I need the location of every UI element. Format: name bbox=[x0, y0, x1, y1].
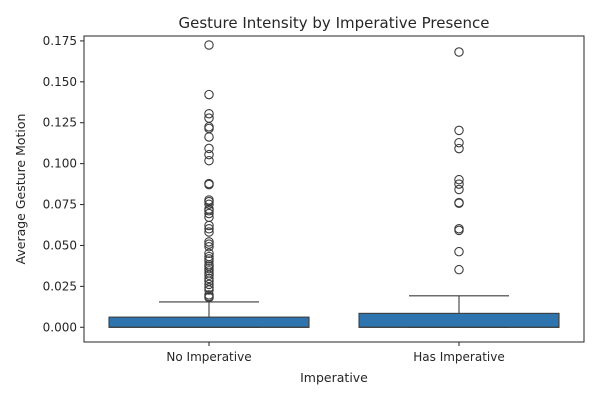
outlier-point bbox=[204, 242, 214, 252]
y-tick-label: 0.125 bbox=[43, 116, 77, 130]
plot-area bbox=[108, 40, 560, 328]
x-axis-label: Imperative bbox=[300, 370, 368, 385]
outlier-point bbox=[204, 143, 214, 154]
y-tick-label: 0.000 bbox=[43, 320, 77, 334]
y-tick-label: 0.050 bbox=[43, 238, 77, 252]
outlier-point bbox=[204, 248, 214, 259]
outlier-point bbox=[204, 273, 214, 284]
y-tick-label: 0.175 bbox=[43, 34, 77, 48]
outlier-point bbox=[204, 224, 214, 234]
outlier-point bbox=[454, 246, 464, 257]
outlier-point bbox=[454, 174, 464, 185]
outlier-point bbox=[204, 155, 214, 166]
outlier-point bbox=[204, 149, 214, 160]
chart-title: Gesture Intensity by Imperative Presence bbox=[178, 14, 489, 32]
x-tick-label: No Imperative bbox=[166, 350, 251, 364]
x-axis: No Imperative Has Imperative bbox=[166, 342, 505, 364]
outlier-point bbox=[454, 137, 464, 148]
outlier-point bbox=[204, 239, 214, 249]
y-axis: 0.000 0.025 0.050 0.075 0.100 0.125 0.150 0.175 bbox=[43, 34, 84, 334]
y-tick-label: 0.075 bbox=[43, 198, 77, 212]
outlier-point bbox=[204, 292, 214, 303]
outlier-point bbox=[454, 198, 464, 208]
outlier-point bbox=[204, 89, 214, 100]
outlier-point bbox=[204, 196, 214, 207]
outlier-point bbox=[204, 206, 214, 216]
outlier-point bbox=[454, 143, 464, 154]
outlier-point bbox=[204, 237, 214, 247]
outlier-point bbox=[204, 108, 214, 119]
y-axis-label: Average Gesture Motion bbox=[13, 114, 28, 265]
box-group bbox=[108, 40, 310, 328]
outlier-point bbox=[454, 179, 464, 189]
outlier-point bbox=[454, 47, 464, 57]
box-iqr bbox=[358, 312, 560, 328]
outlier-point bbox=[454, 125, 464, 136]
y-tick-label: 0.150 bbox=[43, 75, 77, 89]
plot-frame bbox=[83, 35, 585, 343]
outlier-point bbox=[204, 179, 214, 190]
outlier-point bbox=[204, 279, 214, 290]
x-tick-label: Has Imperative bbox=[413, 350, 504, 364]
outlier-point bbox=[204, 256, 214, 266]
outlier-point bbox=[204, 40, 214, 50]
outlier-point bbox=[454, 184, 464, 195]
outlier-point bbox=[204, 220, 214, 231]
outlier-point bbox=[454, 264, 464, 275]
box-iqr bbox=[108, 316, 310, 328]
outlier-point bbox=[204, 270, 214, 280]
outlier-point bbox=[204, 132, 214, 142]
y-tick-label: 0.025 bbox=[43, 279, 77, 293]
outlier-point bbox=[204, 227, 214, 237]
outlier-point bbox=[204, 285, 214, 295]
y-tick-label: 0.100 bbox=[43, 157, 77, 171]
outlier-point bbox=[204, 208, 214, 219]
outlier-point bbox=[204, 199, 214, 209]
box-group bbox=[358, 47, 560, 328]
outlier-point bbox=[454, 225, 464, 236]
